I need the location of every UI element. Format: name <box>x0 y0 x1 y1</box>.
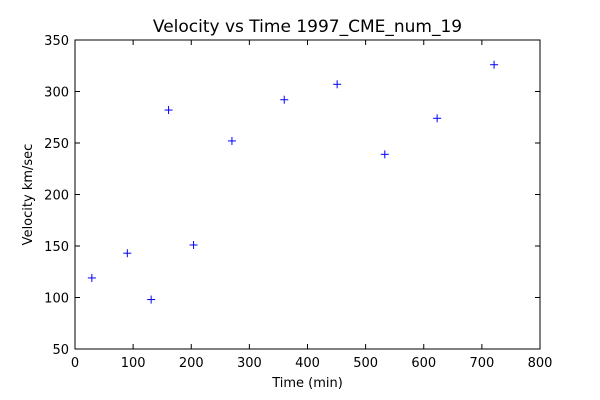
x-axis-label: Time (min) <box>271 376 343 391</box>
data-point <box>87 273 96 282</box>
x-tick-label: 100 <box>121 356 146 371</box>
axis-ticks: 0 100 200 300 400 500 600 700 800 50 100 150 200 250 3… <box>44 34 552 371</box>
data-points <box>87 60 499 304</box>
y-tick-label: 150 <box>44 240 69 255</box>
x-tick-label: 200 <box>179 356 204 371</box>
x-tick-label: 400 <box>295 356 320 371</box>
y-tick-label: 300 <box>44 86 69 101</box>
x-tick-label: 500 <box>353 356 378 371</box>
y-tick-label: 50 <box>52 343 69 358</box>
data-point <box>280 95 289 104</box>
x-tick-label: 600 <box>411 356 436 371</box>
data-point <box>490 60 499 69</box>
x-tick-label: 300 <box>237 356 262 371</box>
x-tick-label: 800 <box>528 356 553 371</box>
data-point <box>189 240 198 249</box>
y-axis-label: Velocity km/sec <box>21 144 36 246</box>
y-tick-label: 350 <box>44 34 69 49</box>
y-tick-label: 250 <box>44 137 69 152</box>
data-point <box>433 114 442 123</box>
plot-frame <box>74 39 541 350</box>
data-point <box>147 295 156 304</box>
y-tick-label: 100 <box>44 292 69 307</box>
y-tick-label: 200 <box>44 189 69 204</box>
data-point <box>333 80 342 89</box>
data-point <box>123 249 132 258</box>
x-tick-label: 700 <box>469 356 494 371</box>
x-tick-label: 0 <box>71 356 79 371</box>
chart-title: Velocity vs Time 1997_CME_num_19 <box>153 17 462 37</box>
data-point <box>380 150 389 159</box>
data-point <box>227 136 236 145</box>
data-point <box>164 106 173 115</box>
